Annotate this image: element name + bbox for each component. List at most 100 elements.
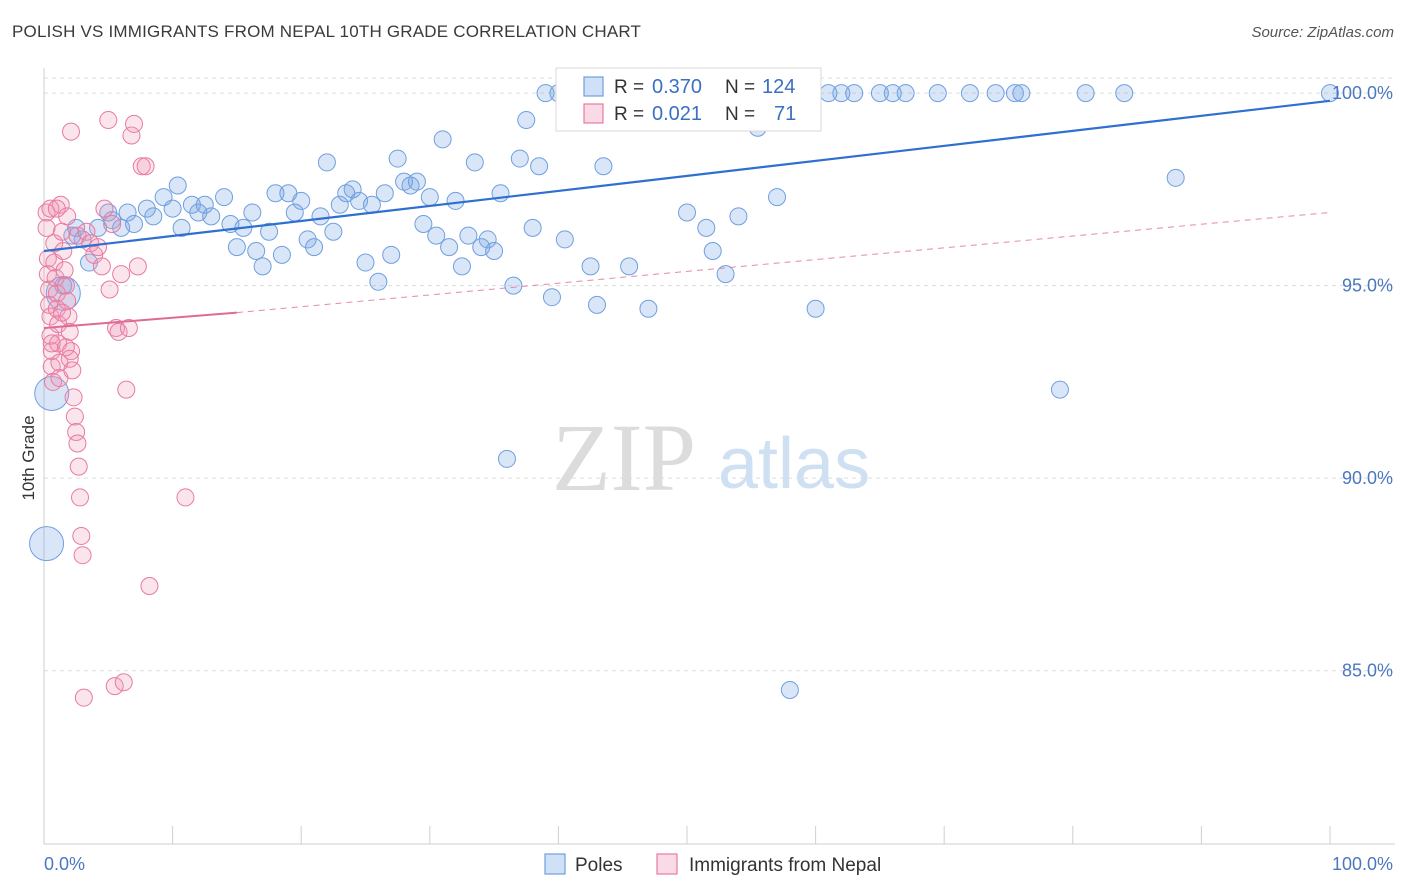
poles-point <box>780 680 799 699</box>
poles-point <box>530 157 549 176</box>
nepal-point <box>99 111 118 130</box>
poles-point <box>716 265 735 284</box>
poles-point <box>1166 168 1185 187</box>
nepal-trend-extension <box>236 211 1331 314</box>
poles-point <box>227 238 246 257</box>
poles-point <box>388 149 407 168</box>
poles-point <box>768 188 787 207</box>
poles-point <box>202 207 221 226</box>
legend-poles-n-value: 124 <box>762 76 795 98</box>
poles-point <box>369 272 388 291</box>
y-tick-label: 85.0% <box>1342 661 1393 681</box>
nepal-point <box>53 303 72 322</box>
poles-point <box>195 195 214 214</box>
legend-top-box <box>555 67 822 132</box>
poles-point <box>407 172 426 191</box>
y-axis-title: 10th Grade <box>19 415 38 500</box>
poles-point <box>510 149 529 168</box>
nepal-point <box>58 292 77 311</box>
nepal-point <box>136 157 155 176</box>
poles-point <box>29 526 65 562</box>
poles-point <box>330 195 349 214</box>
legend-poles-n-label: N = <box>725 77 755 98</box>
poles-point <box>118 203 137 222</box>
nepal-point <box>56 276 75 295</box>
poles-point <box>356 253 375 272</box>
y-tick-label: 90.0% <box>1342 468 1393 488</box>
nepal-point <box>47 199 66 218</box>
poles-point <box>523 218 542 237</box>
nepal-point <box>176 488 195 507</box>
poles-point <box>34 375 70 411</box>
poles-point <box>324 222 343 241</box>
poles-point <box>215 188 234 207</box>
poles-point <box>594 157 613 176</box>
poles-point <box>697 218 716 237</box>
nepal-point <box>77 222 96 241</box>
trend-lines <box>43 99 1331 329</box>
poles-point <box>260 222 279 241</box>
poles-point <box>382 245 401 264</box>
poles-point <box>497 449 516 468</box>
nepal-point <box>46 268 65 287</box>
legend-nepal-n-value: 71 <box>774 103 796 125</box>
poles-point <box>1050 380 1069 399</box>
poles-point <box>883 84 902 103</box>
watermark: ZIP atlas <box>552 404 870 511</box>
tick-labels: 85.0% 90.0% 95.0% 100.0% 0.0% 100.0% <box>44 83 1393 874</box>
x-tick-label-min: 0.0% <box>44 854 85 874</box>
poles-point <box>896 84 915 103</box>
nepal-point <box>62 122 81 141</box>
nepal-point <box>60 349 79 368</box>
poles-point <box>427 226 446 245</box>
poles-point <box>620 257 639 276</box>
nepal-point <box>69 457 88 476</box>
legend-bottom-nepal-label: Immigrants from Nepal <box>689 855 881 876</box>
nepal-point <box>119 319 138 337</box>
nepal-point <box>64 388 83 407</box>
poles-point <box>1005 84 1024 103</box>
poles-point <box>243 203 262 222</box>
poles-point <box>703 241 722 260</box>
nepal-point <box>128 257 147 276</box>
nepal-point <box>95 199 114 218</box>
nepal-point <box>63 361 82 380</box>
nepal-point <box>74 688 93 707</box>
poles-point <box>375 184 394 203</box>
legend-poles-r-value: 0.370 <box>652 76 702 98</box>
poles-point <box>272 245 291 264</box>
legend-bottom-poles-swatch <box>544 853 566 875</box>
nepal-point <box>73 546 92 565</box>
poles-point <box>292 191 311 210</box>
poles-point <box>639 299 658 318</box>
nepal-point <box>132 157 151 176</box>
poles-point <box>478 230 497 249</box>
poles-point <box>446 191 465 210</box>
nepal-point <box>41 199 60 218</box>
nepal-point <box>114 673 133 692</box>
poles-point <box>414 215 433 234</box>
poles-point <box>89 218 108 237</box>
poles-point <box>440 238 459 257</box>
poles-point <box>253 257 272 276</box>
poles-point <box>420 188 439 207</box>
y-tick-label: 95.0% <box>1342 276 1393 296</box>
nepal-point <box>105 677 124 696</box>
poles-point <box>581 257 600 276</box>
poles-point <box>266 184 285 203</box>
poles-point <box>587 295 606 314</box>
nepal-point <box>47 284 66 303</box>
poles-point <box>163 199 182 218</box>
poles-trend-line <box>43 99 1331 253</box>
poles-point <box>806 299 825 318</box>
poles-point <box>832 84 851 103</box>
nepal-point <box>56 338 75 357</box>
nepal-point <box>65 407 84 426</box>
nepal-point <box>100 280 119 299</box>
legend-top: R = 0.370 N = 124 R = 0.021 N = 71 <box>555 67 822 132</box>
legend-nepal-swatch <box>583 103 604 124</box>
poles-point <box>504 276 523 295</box>
axes <box>43 68 1395 845</box>
nepal-point <box>103 215 122 234</box>
